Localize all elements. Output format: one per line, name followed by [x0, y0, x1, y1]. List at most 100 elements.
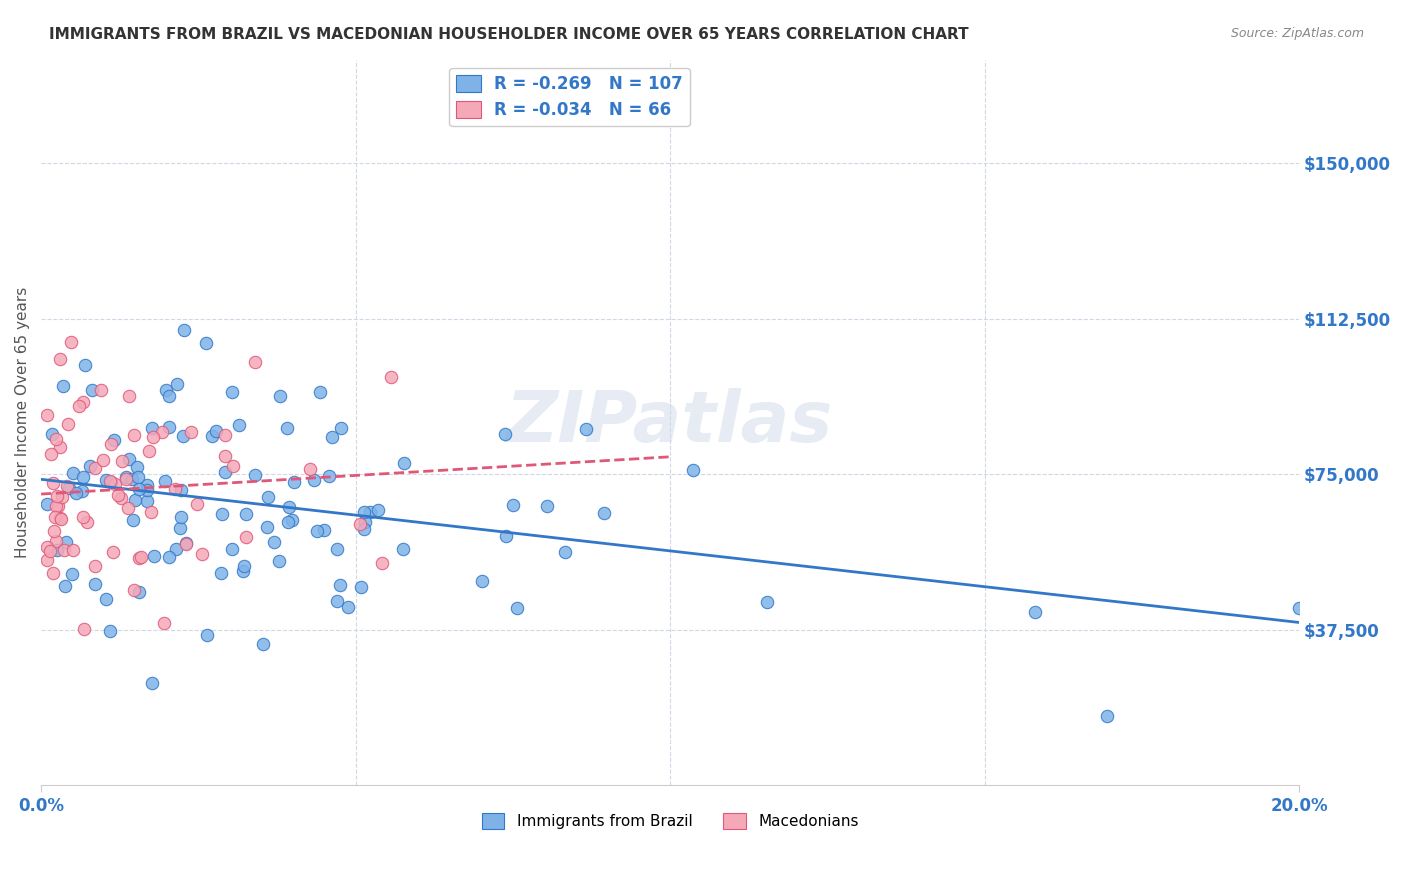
Macedonians [235, 530, 257, 544]
Immigrants from Brazil [205, 424, 228, 438]
Immigrants from Brazil [269, 389, 291, 403]
Immigrants from Brazil [128, 482, 150, 496]
Macedonians [45, 499, 67, 513]
Macedonians [380, 369, 402, 384]
Immigrants from Brazil [94, 591, 117, 606]
Macedonians [111, 454, 134, 468]
Immigrants from Brazil [52, 378, 75, 392]
Immigrants from Brazil [350, 581, 373, 595]
Macedonians [107, 488, 129, 502]
Immigrants from Brazil [153, 474, 176, 488]
Immigrants from Brazil [575, 422, 598, 436]
Macedonians [38, 544, 60, 558]
Macedonians [371, 557, 394, 571]
Immigrants from Brazil [392, 456, 415, 470]
Immigrants from Brazil [176, 536, 198, 550]
Macedonians [48, 352, 70, 367]
Immigrants from Brazil [96, 473, 118, 487]
Immigrants from Brazil [100, 624, 122, 638]
Macedonians [349, 517, 371, 532]
Immigrants from Brazil [72, 470, 94, 484]
Macedonians [101, 545, 124, 559]
Immigrants from Brazil [60, 567, 83, 582]
Macedonians [56, 417, 79, 432]
Macedonians [222, 458, 245, 473]
Immigrants from Brazil [209, 566, 232, 580]
Immigrants from Brazil [172, 429, 194, 443]
Macedonians [138, 443, 160, 458]
Macedonians [186, 497, 208, 511]
Immigrants from Brazil [307, 524, 329, 538]
Immigrants from Brazil [58, 481, 80, 495]
Macedonians [91, 452, 114, 467]
Immigrants from Brazil [170, 510, 193, 524]
Immigrants from Brazil [62, 466, 84, 480]
Immigrants from Brazil [103, 434, 125, 448]
Immigrants from Brazil [127, 469, 149, 483]
Immigrants from Brazil [141, 676, 163, 690]
Immigrants from Brazil [55, 535, 77, 549]
Macedonians [142, 430, 165, 444]
Macedonians [191, 547, 214, 561]
Macedonians [84, 558, 107, 573]
Immigrants from Brazil [312, 524, 335, 538]
Immigrants from Brazil [367, 503, 389, 517]
Immigrants from Brazil [157, 389, 180, 403]
Macedonians [117, 389, 139, 403]
Macedonians [42, 476, 65, 491]
Immigrants from Brazil [1024, 605, 1046, 619]
Immigrants from Brazil [235, 508, 257, 522]
Macedonians [73, 622, 96, 636]
Immigrants from Brazil [115, 470, 138, 484]
Immigrants from Brazil [201, 429, 224, 443]
Macedonians [299, 462, 322, 476]
Text: ZIPatlas: ZIPatlas [506, 388, 834, 457]
Macedonians [165, 482, 187, 496]
Immigrants from Brazil [321, 430, 343, 444]
Immigrants from Brazil [65, 486, 87, 500]
Immigrants from Brazil [128, 585, 150, 599]
Macedonians [62, 542, 84, 557]
Immigrants from Brazil [173, 323, 195, 337]
Macedonians [72, 395, 94, 409]
Immigrants from Brazil [278, 500, 301, 515]
Immigrants from Brazil [277, 516, 299, 530]
Macedonians [98, 474, 121, 488]
Macedonians [128, 551, 150, 566]
Macedonians [83, 461, 105, 475]
Immigrants from Brazil [135, 494, 157, 508]
Immigrants from Brazil [121, 513, 143, 527]
Macedonians [214, 428, 236, 442]
Immigrants from Brazil [353, 505, 375, 519]
Immigrants from Brazil [214, 465, 236, 479]
Macedonians [67, 399, 90, 413]
Macedonians [52, 542, 75, 557]
Macedonians [56, 479, 79, 493]
Immigrants from Brazil [232, 564, 254, 578]
Immigrants from Brazil [536, 499, 558, 513]
Macedonians [39, 447, 62, 461]
Macedonians [104, 476, 127, 491]
Immigrants from Brazil [41, 427, 63, 442]
Immigrants from Brazil [470, 574, 492, 588]
Immigrants from Brazil [318, 469, 340, 483]
Immigrants from Brazil [329, 577, 352, 591]
Immigrants from Brazil [127, 460, 149, 475]
Macedonians [180, 425, 202, 439]
Immigrants from Brazil [165, 541, 187, 556]
Macedonians [42, 524, 65, 538]
Immigrants from Brazil [392, 542, 415, 557]
Immigrants from Brazil [157, 419, 180, 434]
Macedonians [115, 471, 138, 485]
Macedonians [90, 383, 112, 397]
Macedonians [51, 490, 73, 504]
Macedonians [122, 583, 145, 598]
Macedonians [49, 512, 72, 526]
Immigrants from Brazil [252, 637, 274, 651]
Immigrants from Brazil [502, 498, 524, 512]
Immigrants from Brazil [136, 483, 159, 497]
Macedonians [37, 553, 59, 567]
Immigrants from Brazil [211, 507, 233, 521]
Y-axis label: Householder Income Over 65 years: Householder Income Over 65 years [15, 286, 30, 558]
Macedonians [214, 449, 236, 463]
